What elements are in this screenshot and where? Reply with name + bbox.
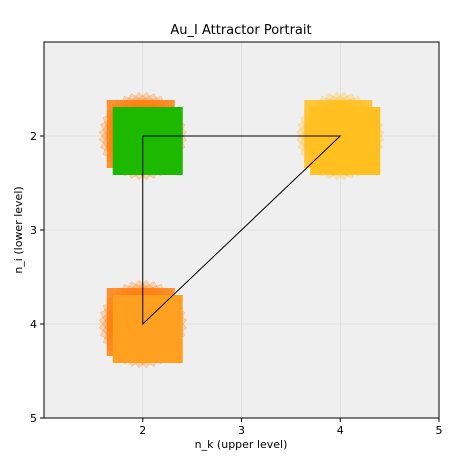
chart-title: Au_I Attractor Portrait bbox=[170, 23, 311, 38]
path-layer bbox=[142, 135, 342, 326]
node-square bbox=[112, 295, 183, 363]
x-tick-label: 3 bbox=[238, 424, 245, 437]
x-axis-label: n_k (upper level) bbox=[195, 438, 288, 451]
node-square bbox=[310, 107, 381, 175]
y-tick-label: 2 bbox=[30, 130, 37, 143]
y-tick-label: 3 bbox=[30, 224, 37, 237]
tick-layer: 2 3 4 5 2 3 4 5 bbox=[30, 130, 443, 437]
y-tick-label: 5 bbox=[30, 412, 37, 425]
x-tick-label: 4 bbox=[337, 424, 344, 437]
x-tick-label: 2 bbox=[139, 424, 146, 437]
x-tick-label: 5 bbox=[436, 424, 443, 437]
node-square bbox=[112, 107, 183, 175]
y-axis-label: n_i (lower level) bbox=[12, 186, 25, 273]
attractor-path bbox=[142, 135, 342, 326]
y-tick-label: 4 bbox=[30, 318, 37, 331]
